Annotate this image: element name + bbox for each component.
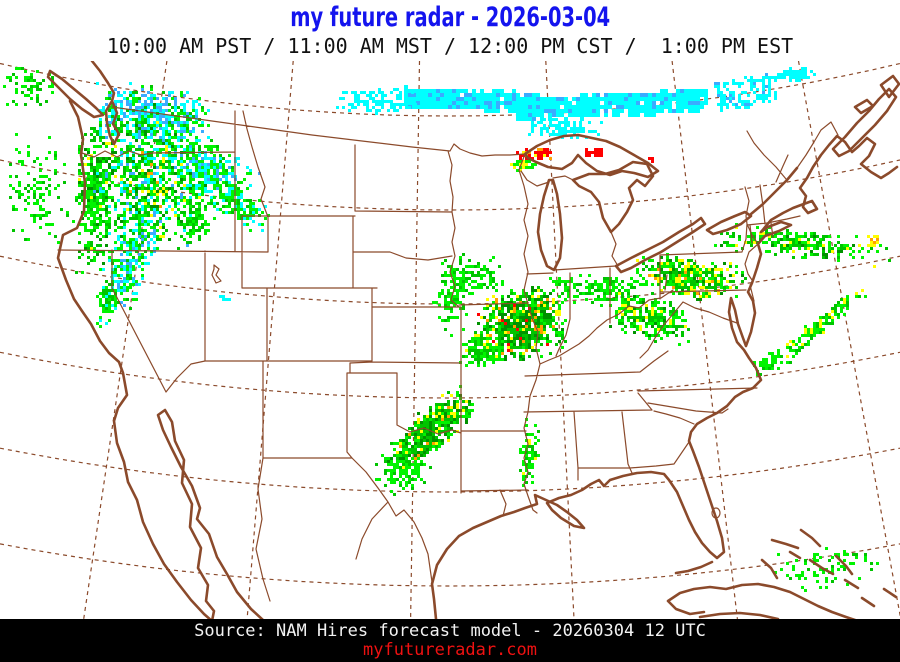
radar-map — [0, 61, 900, 619]
footer-website[interactable]: myfutureradar.com — [0, 641, 900, 660]
page-title: my future radar - 2026-03-04 — [290, 0, 610, 36]
footer-bar: Source: NAM Hires forecast model - 20260… — [0, 619, 900, 662]
echo-duluth-red-east — [585, 148, 603, 157]
map-background — [0, 61, 900, 619]
radar-map-container — [0, 61, 900, 619]
footer-source: Source: NAM Hires forecast model - 20260… — [0, 622, 900, 641]
forecast-times: 10:00 AM PST / 11:00 AM MST / 12:00 PM C… — [0, 34, 900, 58]
header: my future radar - 2026-03-04 10:00 AM PS… — [0, 0, 900, 61]
